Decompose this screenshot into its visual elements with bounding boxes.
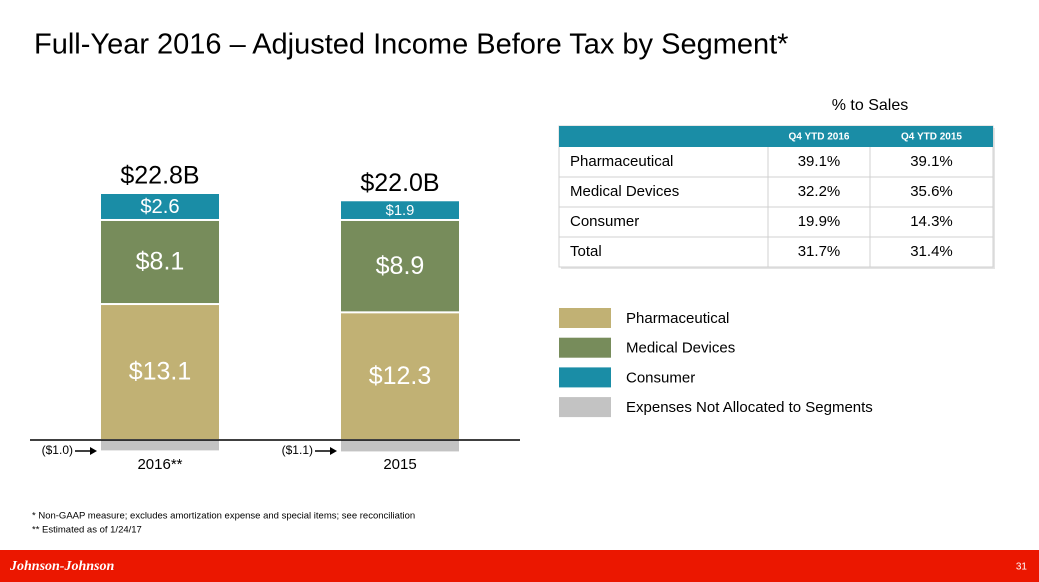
bar-segment [341, 220, 459, 312]
legend-label: Pharmaceutical [626, 310, 729, 327]
table-cell: 39.1% [798, 153, 841, 170]
footnote: ** Estimated as of 1/24/17 [32, 525, 142, 536]
value-label: $1.9 [386, 203, 415, 219]
footer-bar [0, 550, 1039, 582]
value-label: ($1.1) [282, 443, 313, 457]
table-header-cell: Q4 YTD 2015 [901, 132, 962, 143]
arrow-head [330, 447, 337, 455]
value-label: $13.1 [129, 358, 192, 386]
bar-segment [101, 194, 219, 219]
table-caption: % to Sales [832, 97, 908, 114]
table-header-cell: Q4 YTD 2016 [789, 132, 850, 143]
legend-label: Expenses Not Allocated to Segments [626, 399, 873, 416]
arrow-head [90, 447, 97, 455]
x-tick-label: 2016** [137, 456, 182, 473]
table-cell: Medical Devices [570, 183, 679, 200]
value-label: $8.9 [376, 252, 425, 280]
table-cell: 31.7% [798, 243, 841, 260]
table-cell: Pharmaceutical [570, 153, 673, 170]
bar-segment [341, 313, 459, 439]
total-label: $22.0B [360, 169, 439, 197]
bar-segment [341, 440, 459, 452]
table-header [559, 126, 993, 147]
bar-segment [101, 440, 219, 451]
value-label: ($1.0) [42, 443, 73, 457]
bar-segment [101, 220, 219, 304]
footnote: * Non-GAAP measure; excludes amortizatio… [32, 511, 415, 522]
legend-swatch [559, 337, 611, 358]
table-cell: 31.4% [910, 243, 953, 260]
legend-label: Medical Devices [626, 340, 735, 357]
total-label: $22.8B [120, 162, 199, 190]
table-body [558, 125, 994, 268]
legend-swatch [559, 367, 611, 388]
value-label: $2.6 [140, 196, 179, 218]
value-label: $8.1 [136, 248, 185, 276]
bar-segment [101, 305, 219, 439]
table-cell: 14.3% [910, 213, 953, 230]
legend-swatch [559, 397, 611, 418]
table-cell: 35.6% [910, 183, 953, 200]
table-cell: Total [570, 243, 602, 260]
value-label: $12.3 [369, 362, 432, 390]
x-tick-label: 2015 [383, 456, 416, 473]
page-number: 31 [1016, 562, 1028, 573]
slide-title: Full-Year 2016 – Adjusted Income Before … [34, 29, 788, 61]
bar-segment [341, 201, 459, 219]
table-cell: 32.2% [798, 183, 841, 200]
legend-swatch [559, 308, 611, 328]
table-cell: 19.9% [798, 213, 841, 230]
table-cell: 39.1% [910, 153, 953, 170]
logo: Johnson-Johnson [9, 559, 114, 574]
table-cell: Consumer [570, 213, 639, 230]
legend-label: Consumer [626, 369, 695, 386]
